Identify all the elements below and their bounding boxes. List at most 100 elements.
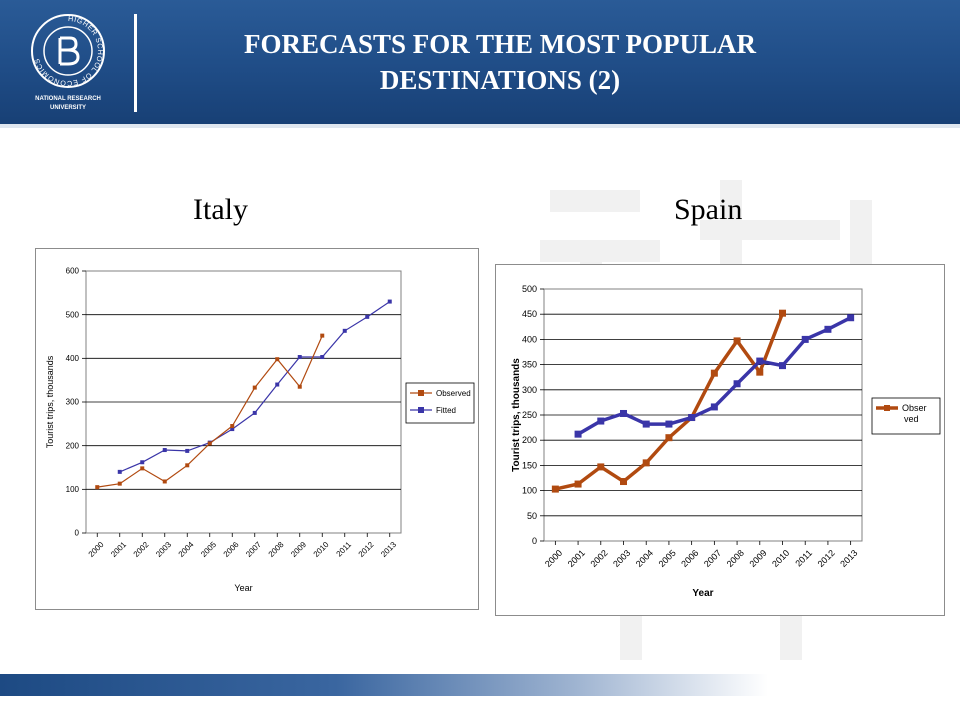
x-tick-label: 2007: [244, 540, 263, 559]
data-point: [342, 328, 347, 333]
legend-label-part: Obser: [902, 403, 927, 413]
italy-chart-frame: 0 100 200 300 400 500 600 2000 2001 2002 2003 2004 2…: [35, 248, 479, 610]
data-point: [117, 469, 122, 474]
data-point: [297, 355, 302, 360]
logo-caption-line1: NATIONAL RESEARCH: [35, 96, 101, 102]
y-tick-label: 200: [522, 435, 537, 445]
legend-label-part: ved: [904, 414, 919, 424]
x-tick-label: 2013: [379, 540, 398, 559]
y-tick-label: 0: [75, 529, 80, 538]
data-point: [779, 362, 786, 370]
y-tick-label: 500: [66, 310, 80, 319]
y-tick-label: 400: [522, 334, 537, 344]
y-tick-label: 50: [527, 511, 537, 521]
data-point: [733, 337, 741, 345]
legend-swatch-marker: [418, 390, 424, 396]
data-point: [620, 409, 627, 417]
x-axis-label: Year: [692, 588, 713, 599]
y-tick-label: 300: [66, 398, 80, 407]
x-tick-label: 2001: [109, 540, 128, 559]
data-point: [95, 485, 100, 490]
data-point: [275, 357, 280, 362]
legend-box: [405, 382, 475, 424]
y-tick-label: 450: [522, 309, 537, 319]
x-tick-label: 2007: [702, 548, 723, 569]
data-point: [574, 430, 582, 438]
data-point: [185, 448, 190, 453]
x-tick-label: 2009: [289, 540, 308, 559]
y-tick-label: 600: [66, 267, 80, 276]
data-point: [710, 403, 718, 411]
x-tick-label: 2013: [838, 548, 859, 569]
data-point: [387, 299, 392, 304]
data-point: [230, 427, 235, 432]
y-tick-label: 200: [66, 441, 80, 450]
header-divider: [0, 124, 960, 128]
x-tick-label: 2000: [87, 540, 106, 559]
y-axis-label: Tourist trips, thousands: [511, 358, 522, 472]
data-point: [275, 382, 280, 387]
x-tick-label: 2002: [132, 540, 151, 559]
chart-heading-spain: Spain: [674, 193, 743, 226]
x-tick-label: 2011: [335, 540, 354, 559]
y-tick-label: 250: [522, 410, 537, 420]
x-tick-label: 2009: [747, 548, 768, 569]
footer-band: [0, 674, 960, 696]
data-point: [597, 417, 605, 425]
y-tick-label: 0: [532, 536, 537, 546]
data-point: [252, 385, 257, 390]
data-point: [801, 335, 809, 343]
data-point: [733, 380, 741, 388]
data-point: [297, 384, 302, 389]
x-tick-label: 2005: [199, 540, 218, 559]
data-point: [140, 460, 145, 465]
x-tick-label: 2012: [357, 540, 376, 559]
y-tick-label: 300: [522, 385, 537, 395]
slide-header: [0, 0, 960, 128]
x-tick-label: 2000: [543, 548, 564, 569]
data-point: [642, 459, 650, 467]
x-tick-label: 2003: [611, 548, 632, 569]
x-axis-label: Year: [234, 583, 252, 593]
data-point: [230, 424, 235, 429]
x-tick-label: 2010: [312, 540, 331, 559]
data-point: [252, 410, 257, 415]
legend-swatch-marker: [884, 405, 890, 411]
data-point: [320, 333, 325, 338]
x-tick-label: 2001: [566, 548, 587, 569]
data-point: [756, 357, 764, 365]
x-tick-label: 2010: [770, 548, 791, 569]
data-point: [665, 434, 673, 442]
x-tick-label: 2006: [222, 540, 241, 559]
header-separator: [134, 14, 137, 112]
x-tick-label: 2006: [679, 548, 700, 569]
x-tick-label: 2008: [267, 540, 286, 559]
y-tick-label: 350: [522, 360, 537, 370]
data-point: [162, 448, 167, 453]
x-tick-label: 2002: [588, 548, 609, 569]
data-point: [847, 314, 855, 322]
logo-caption-line2: UNIVERSITY: [50, 105, 86, 111]
x-tick-label: 2003: [154, 540, 173, 559]
data-point: [688, 414, 696, 422]
data-point: [665, 420, 673, 428]
data-point: [710, 369, 718, 377]
spain-chart-frame: 0 50 100 150 200 250 300 350 400 450 500 2000 2001 20…: [495, 264, 945, 616]
data-point: [824, 325, 832, 333]
legend-label: Fitted: [436, 406, 456, 415]
data-point: [140, 466, 145, 471]
y-tick-label: 100: [66, 485, 80, 494]
data-point: [620, 478, 627, 486]
data-point: [642, 420, 650, 428]
data-point: [320, 355, 325, 360]
slide-title: FORECASTS FOR THE MOST POPULAR DESTINATI…: [150, 26, 850, 98]
x-tick-label: 2005: [657, 548, 678, 569]
chart-heading-italy: Italy: [193, 193, 248, 226]
legend-box: [871, 397, 941, 435]
data-point: [756, 368, 764, 376]
data-point: [207, 441, 212, 446]
y-tick-label: 500: [522, 284, 537, 294]
x-tick-label: 2012: [816, 548, 837, 569]
